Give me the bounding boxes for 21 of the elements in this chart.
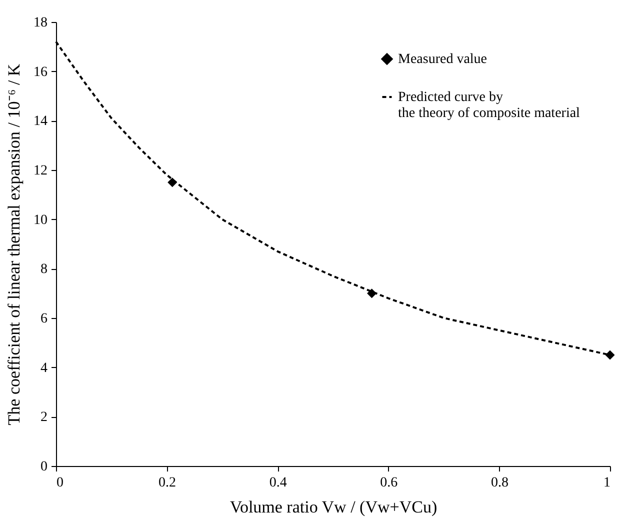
y-tick-label: 4 <box>40 360 48 376</box>
y-tick-label: 14 <box>34 114 48 130</box>
y-tick-label: 12 <box>34 164 48 178</box>
y-axis-title: The coefficient of linear thermal expansion / 10⁻⁶ / K <box>4 63 24 426</box>
x-axis-title: Volume ratio Vw / (Vw+VCu) <box>230 498 438 516</box>
y-tick-label: 18 <box>34 16 48 30</box>
x-tick-label: 0.8 <box>490 476 508 490</box>
x-tick-label: 1 <box>604 476 610 490</box>
legend-label: Measured value <box>398 52 488 67</box>
x-tick-label: 0 <box>56 476 64 490</box>
y-tick-label: 8 <box>40 262 48 278</box>
legend-label: Predicted curve by the theory of composite material <box>398 90 580 121</box>
y-tick-label: 6 <box>40 312 48 326</box>
x-tick-label: 0.4 <box>269 476 287 490</box>
point <box>605 350 615 360</box>
y-tick-label: 10 <box>34 212 48 228</box>
y-tick-label: 0 <box>40 460 48 474</box>
x-tick-label: 0.6 <box>380 476 398 490</box>
y-tick-label: 2 <box>40 410 48 426</box>
y-tick-label: 16 <box>34 64 48 80</box>
x-tick-label: 0.2 <box>158 476 176 490</box>
